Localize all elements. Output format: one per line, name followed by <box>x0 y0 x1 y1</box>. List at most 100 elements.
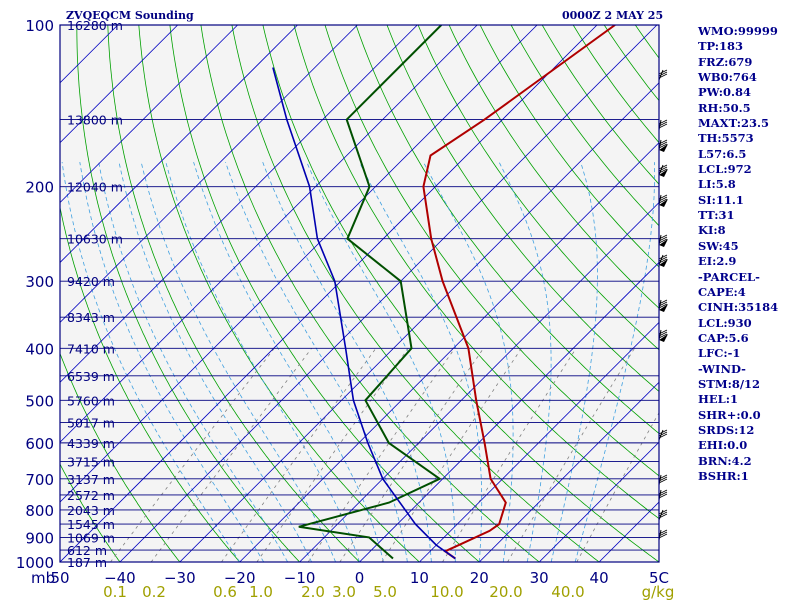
index-item: -PARCEL- <box>698 269 760 284</box>
wind-barb-flag <box>659 199 668 207</box>
pressure-tick-label: 400 <box>25 340 54 358</box>
wind-barb-feather <box>658 168 668 174</box>
wind-barb-feather <box>658 529 668 535</box>
index-item: L57:6.5 <box>698 146 747 161</box>
height-label: 12040 m <box>67 180 123 195</box>
dry-adiabat <box>60 352 181 562</box>
temperature-axis: 50 −40 −30 −20 −10 0 10 20 30 40 5C <box>50 569 669 587</box>
chart-title: ZVQEQCM Sounding <box>66 9 194 22</box>
height-label: 4339 m <box>67 436 115 451</box>
wind-barb-feather <box>658 71 668 77</box>
wind-barb-feather <box>658 474 668 480</box>
wind-barb-flag <box>659 304 668 312</box>
index-item: LFC:-1 <box>698 346 741 361</box>
temperature-tick-label: −10 <box>284 569 316 587</box>
wind-barb-flag <box>659 259 668 267</box>
wind-barb-feather <box>658 531 668 537</box>
wind-barb-feather <box>658 254 668 260</box>
wind-barb-feather <box>658 333 668 339</box>
index-item: SHR+:0.0 <box>698 407 761 422</box>
moist-adiabat <box>165 161 360 562</box>
moist-adiabat <box>574 162 655 562</box>
pressure-tick-label: 1000 <box>16 554 54 572</box>
index-item: PW:0.84 <box>698 85 752 100</box>
pressure-tick-label: 500 <box>25 392 54 410</box>
temperature-tick-label: 40 <box>590 569 609 587</box>
isotherm <box>60 25 298 264</box>
index-item: FRZ:679 <box>698 54 753 69</box>
y-axis-unit: mb <box>31 569 55 587</box>
wind-barb-feather <box>658 331 668 337</box>
height-labels: 16280 m 13800 m 12040 m 10630 m 9420 m 8343 m… <box>67 18 123 570</box>
isotherm <box>60 25 238 204</box>
isotherm <box>299 202 659 562</box>
wind-barb-feather <box>658 141 668 147</box>
dry-adiabat <box>293 25 659 520</box>
index-item: TP:183 <box>698 39 744 54</box>
wind-barb-feather <box>658 533 668 539</box>
wind-barb-feather <box>658 509 668 515</box>
index-item: CAP:5.6 <box>698 330 749 345</box>
wind-barb-feather <box>658 166 668 172</box>
isotherm <box>479 381 659 562</box>
index-item: CAPE:4 <box>698 284 746 299</box>
valid-time: 0000Z 2 MAY 25 <box>562 9 664 22</box>
temperature-tick-label: 20 <box>470 569 489 587</box>
isotherm <box>419 321 659 562</box>
pressure-tick-label: 700 <box>25 471 54 489</box>
wind-barb-feather <box>658 69 668 75</box>
moist-adiabat <box>140 162 336 562</box>
wind-barb-feather <box>658 433 668 439</box>
temperature-tick-label: 10 <box>410 569 429 587</box>
index-item: LCL:972 <box>698 162 752 177</box>
isotherm <box>359 261 659 562</box>
height-label: 1545 m <box>67 517 115 532</box>
temperature-tick-label: −20 <box>224 569 256 587</box>
wind-barb-feather <box>658 429 668 435</box>
dry-adiabat <box>417 25 659 351</box>
index-item: EI:2.9 <box>698 254 737 269</box>
height-label: 9420 m <box>67 274 115 289</box>
dry-adiabat <box>60 463 121 562</box>
isotherm <box>239 142 659 562</box>
pressure-tick-label: 600 <box>25 435 54 453</box>
wind-barb-feather <box>658 301 668 307</box>
index-item: SI:11.1 <box>698 192 744 207</box>
temperature-trace <box>422 25 616 560</box>
wind-barb <box>658 254 668 267</box>
index-item: -WIND- <box>698 361 746 376</box>
height-label: 8343 m <box>67 310 115 325</box>
height-label: 16280 m <box>67 18 123 33</box>
index-item: RH:50.5 <box>698 100 751 115</box>
index-item: TT:31 <box>698 208 735 223</box>
isotherm <box>538 441 659 562</box>
index-item: EHI:0.0 <box>698 438 748 453</box>
height-label: 2572 m <box>67 488 115 503</box>
temperature-tick-label: 5C <box>649 569 669 587</box>
moist-adiabat <box>225 161 408 562</box>
wind-barb <box>658 474 668 486</box>
pressure-tick-label: 900 <box>25 529 54 547</box>
temperature-tick-label: −30 <box>164 569 196 587</box>
wind-barb-feather <box>658 493 668 499</box>
height-label: 1069 m <box>67 530 115 545</box>
dry-adiabat <box>231 25 600 562</box>
pressure-tick-label: 100 <box>25 17 54 35</box>
dry-adiabat <box>60 205 241 562</box>
temperature-tick-label: 0 <box>355 569 365 587</box>
wind-barb <box>658 234 668 247</box>
dry-adiabat <box>479 25 659 268</box>
index-item: BRN:4.2 <box>698 453 752 468</box>
mixing-ratio-label: 2.0 <box>301 583 325 600</box>
wind-barb <box>658 69 668 81</box>
wind-barb-feather <box>658 198 668 204</box>
temperature-tick-label: −40 <box>104 569 136 587</box>
wind-barb-feather <box>658 476 668 482</box>
index-item: CINH:35184 <box>698 300 779 315</box>
index-item: STM:8/12 <box>698 376 761 391</box>
pressure-tick-label: 200 <box>25 179 54 197</box>
wind-barb-feather <box>658 121 668 127</box>
wind-barb-feather <box>658 196 668 202</box>
index-item: HEL:1 <box>698 392 738 407</box>
